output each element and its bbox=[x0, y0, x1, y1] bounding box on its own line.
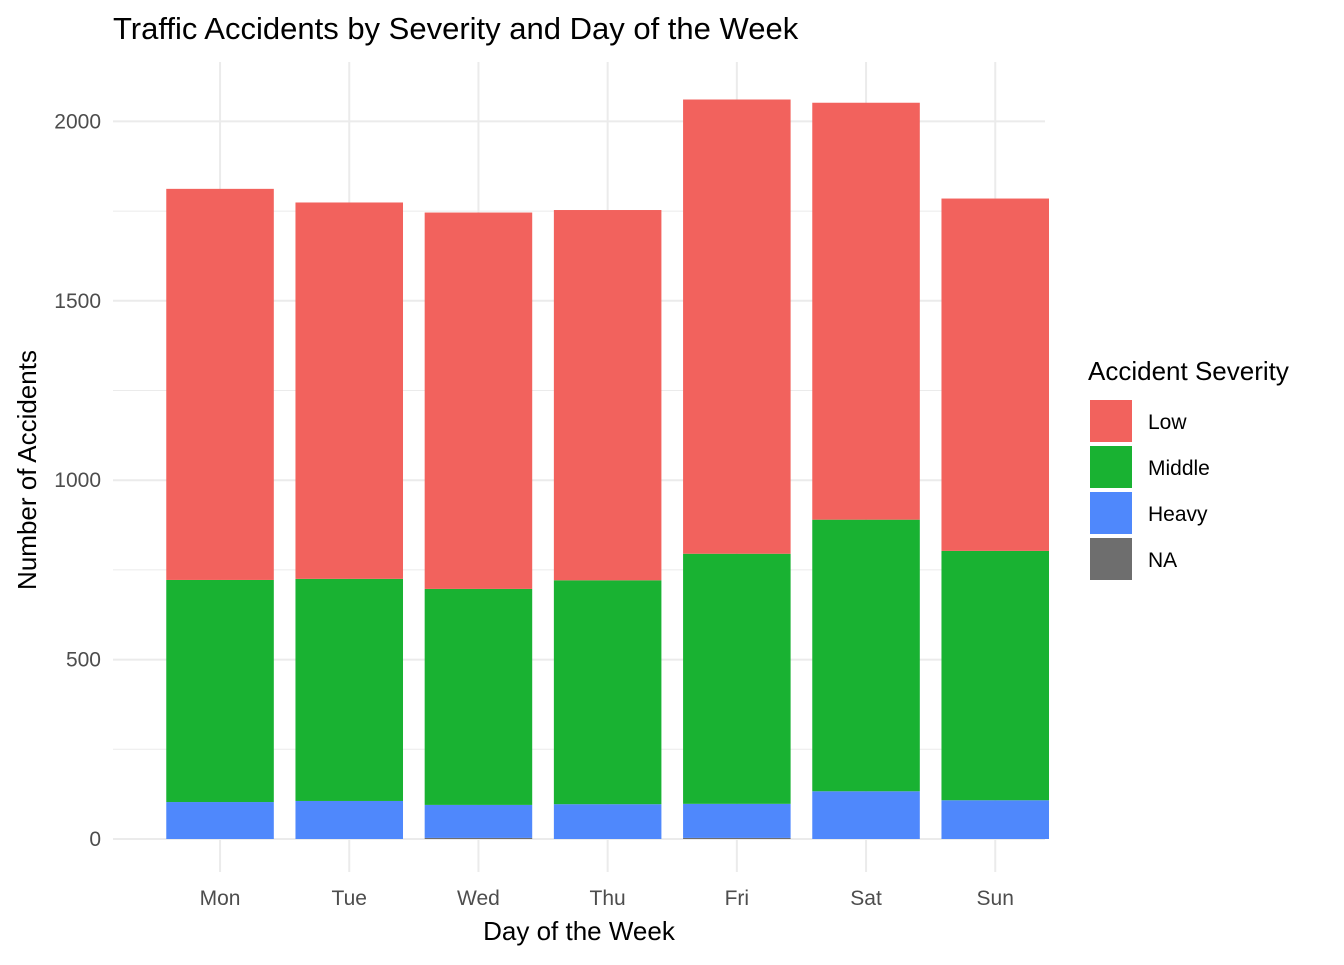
legend: Accident Severity Low Middle Heavy NA bbox=[1088, 356, 1289, 580]
bar-middle-sun bbox=[941, 550, 1050, 801]
bar-heavy-sat bbox=[812, 791, 920, 839]
x-axis-title: Day of the Week bbox=[483, 916, 676, 946]
y-tick-label: 500 bbox=[66, 649, 101, 672]
x-tick-label-fri: Fri bbox=[725, 887, 750, 910]
legend-key-heavy bbox=[1090, 492, 1132, 534]
bar-middle-wed bbox=[424, 588, 533, 805]
y-tick-label: 0 bbox=[89, 828, 101, 851]
legend-label-middle: Middle bbox=[1148, 457, 1210, 480]
bar-heavy-mon bbox=[166, 802, 274, 839]
bar-middle-fri bbox=[683, 553, 791, 804]
bar-heavy-thu bbox=[553, 804, 662, 839]
x-tick-label-mon: Mon bbox=[200, 887, 241, 910]
bars bbox=[166, 99, 1050, 839]
y-axis-title: Number of Accidents bbox=[12, 350, 42, 590]
legend-label-na: NA bbox=[1148, 549, 1177, 572]
x-tick-label-tue: Tue bbox=[332, 887, 367, 910]
bar-na-fri bbox=[683, 837, 791, 839]
bar-heavy-wed bbox=[424, 804, 533, 838]
chart-title: Traffic Accidents by Severity and Day of… bbox=[113, 11, 799, 46]
bar-middle-sat bbox=[812, 519, 920, 792]
bar-low-sun bbox=[941, 198, 1050, 551]
bar-low-thu bbox=[553, 210, 662, 581]
x-tick-label-sat: Sat bbox=[850, 887, 882, 910]
bar-heavy-fri bbox=[683, 803, 791, 838]
bar-low-sat bbox=[812, 102, 920, 520]
y-tick-label: 1500 bbox=[54, 290, 101, 313]
x-tick-label-sun: Sun bbox=[977, 887, 1014, 910]
legend-label-low: Low bbox=[1148, 411, 1187, 434]
bar-low-tue bbox=[295, 202, 404, 579]
bar-low-wed bbox=[424, 212, 533, 589]
legend-key-na bbox=[1090, 538, 1132, 580]
y-tick-label: 2000 bbox=[54, 110, 101, 133]
x-axis-tick-labels: Mon Tue Wed Thu Fri Sat Sun bbox=[200, 887, 1014, 910]
x-tick-label-thu: Thu bbox=[590, 887, 626, 910]
legend-key-middle bbox=[1090, 446, 1132, 488]
legend-title: Accident Severity bbox=[1088, 356, 1289, 386]
y-tick-label: 1000 bbox=[54, 469, 101, 492]
bar-middle-thu bbox=[553, 580, 662, 805]
bar-middle-tue bbox=[295, 578, 404, 801]
bar-heavy-sun bbox=[941, 800, 1050, 839]
bar-na-wed bbox=[424, 837, 533, 839]
legend-entries: Low Middle Heavy NA bbox=[1090, 400, 1210, 580]
bar-middle-mon bbox=[166, 579, 274, 803]
x-tick-label-wed: Wed bbox=[457, 887, 500, 910]
bar-low-fri bbox=[683, 99, 791, 554]
legend-label-heavy: Heavy bbox=[1148, 503, 1208, 526]
y-axis-tick-labels: 0 500 1000 1500 2000 bbox=[54, 110, 101, 851]
bar-heavy-tue bbox=[295, 800, 404, 839]
legend-key-low bbox=[1090, 400, 1132, 442]
bar-low-mon bbox=[166, 188, 274, 580]
